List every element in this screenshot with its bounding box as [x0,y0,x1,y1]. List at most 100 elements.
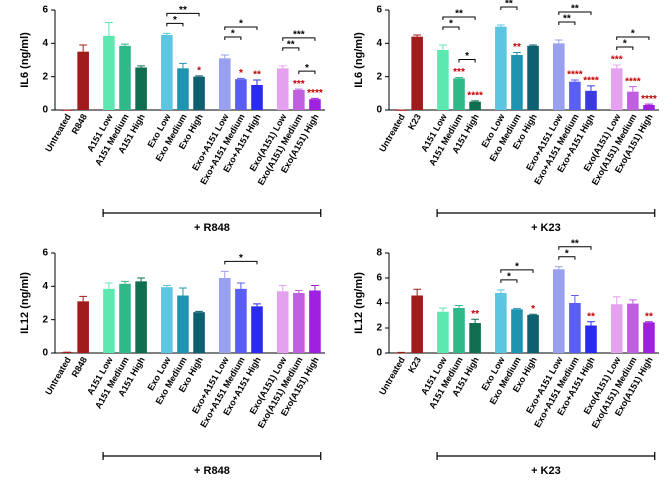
bar [235,79,247,110]
error-bar [439,307,447,312]
comparison-label: * [515,262,519,273]
significance-label: *** [611,55,623,66]
y-tick-label: 0 [42,105,48,116]
error-bar [554,39,563,44]
bar [569,303,581,353]
error-bar [294,88,303,90]
comparison-label: * [623,39,627,50]
error-bar [179,287,187,296]
error-bar [513,308,521,310]
error-bar [294,290,303,293]
comparison-bracket [558,21,576,25]
bar [119,45,131,111]
comparison-bracket [282,37,316,41]
y-tick-label: 2 [376,323,382,334]
bar [585,325,597,353]
bar [553,43,565,111]
bar [193,76,205,110]
bar [437,50,449,110]
group-label: + K23 [531,222,561,234]
comparison-label: ** [505,0,513,10]
comparison-bracket [500,279,518,283]
error-bar [105,22,113,36]
comparison-bracket [224,26,258,30]
comparison-label: * [305,63,309,74]
group-label: + R848 [194,465,230,477]
significance-label: ** [513,42,521,53]
error-bar [645,103,653,105]
y-tick-label: 0 [376,348,382,359]
error-bar [220,54,229,59]
y-tick-label: 4 [376,298,382,309]
error-bar [311,285,319,291]
comparison-bracket [282,47,300,51]
error-bar [571,295,579,303]
bar [469,101,481,110]
y-tick-label: 6 [376,5,382,16]
comparison-bracket [224,36,242,40]
comparison-label: * [239,253,243,264]
bar [193,312,205,353]
significance-label: * [197,65,201,76]
significance-label: ** [587,311,595,322]
bar [135,67,147,110]
category-label: Untreated [377,355,407,396]
error-bar [237,282,245,289]
group-label: + R848 [194,222,230,234]
bar [469,323,481,353]
y-tick-label: 2 [42,71,48,82]
bar [495,26,507,111]
bar [161,35,173,110]
bar [177,68,189,110]
bar [77,301,89,353]
significance-label: ** [645,311,653,322]
bar [495,293,507,353]
comparison-bracket [500,6,518,10]
significance-label: **** [307,88,323,99]
comparison-label: * [507,272,511,283]
comparison-bracket [458,59,476,63]
error-bar [513,52,521,55]
significance-label: * [239,68,243,79]
bar [177,295,189,353]
bar [309,290,321,353]
comparison-label: ** [571,238,579,249]
bar [437,311,449,353]
error-bar [121,43,129,46]
group-bracket [436,452,656,460]
significance-label: ** [253,70,261,81]
bar [511,55,523,110]
error-bar [278,285,287,292]
significance-label: **** [641,94,657,105]
category-label: R848 [70,355,89,379]
comparison-bracket [558,11,592,15]
bar [643,105,655,110]
bar [527,314,539,353]
comparison-label: * [173,15,177,26]
bar [161,287,173,353]
group-label: + K23 [531,465,561,477]
comparison-bracket [166,12,200,17]
error-bar [455,77,463,79]
error-bar [278,65,287,69]
comparison-bracket [558,256,576,260]
significance-label: **** [567,70,583,81]
comparison-label: * [231,29,235,40]
comparison-label: * [465,51,469,62]
bar [610,68,623,110]
bar [293,293,305,353]
error-bar [311,97,319,100]
y-axis-label: IL12 (ng/ml) [19,272,31,334]
comparison-label: ** [563,14,571,25]
bar [453,78,465,110]
error-bar [79,295,88,302]
category-label: K23 [406,355,423,374]
error-bar [587,321,595,326]
category-label: Untreated [43,112,73,153]
significance-label: **** [467,90,483,101]
y-tick-label: 4 [42,38,48,49]
bar [103,288,115,353]
category-label: Untreated [377,112,407,153]
error-bar [587,85,595,91]
